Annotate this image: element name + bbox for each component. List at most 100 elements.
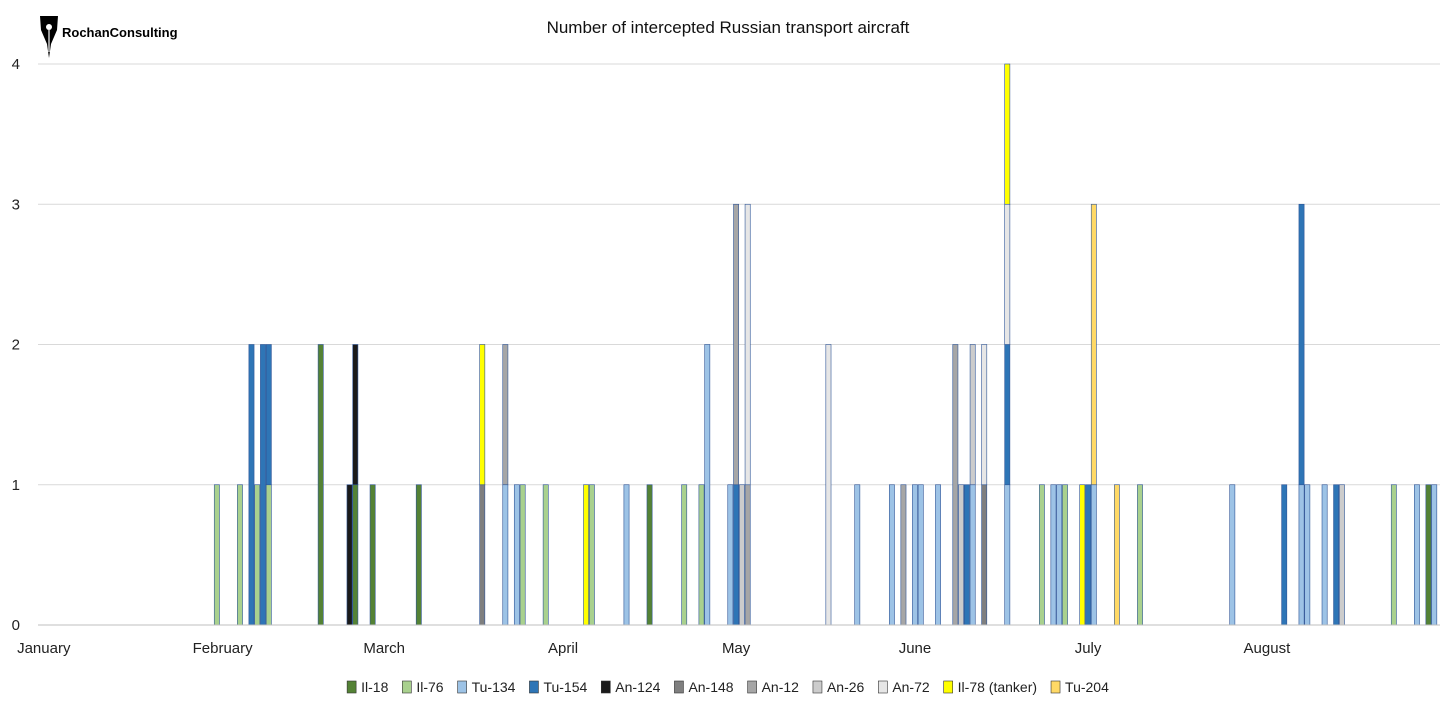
bar <box>704 344 711 626</box>
bar <box>502 484 509 626</box>
logo: RochanConsulting <box>40 16 178 58</box>
bar <box>1004 344 1011 486</box>
bar <box>352 344 359 486</box>
x-tick-label: May <box>722 640 751 657</box>
bar <box>935 484 941 626</box>
bar <box>237 484 243 626</box>
legend-swatch <box>943 680 953 694</box>
bar <box>1062 484 1068 626</box>
legend-label: Il-76 <box>416 679 443 695</box>
legend-label: An-124 <box>615 679 660 695</box>
x-tick-label: March <box>363 640 405 657</box>
bar <box>727 484 734 626</box>
bars <box>213 63 1438 626</box>
y-tick-label: 4 <box>12 56 20 73</box>
bar <box>542 484 549 626</box>
bar <box>981 344 988 486</box>
legend-label: Il-18 <box>361 679 388 695</box>
bar <box>254 484 261 626</box>
bar <box>513 484 520 626</box>
bar <box>1004 203 1011 345</box>
legend-label: An-26 <box>827 679 865 695</box>
bar <box>1114 484 1120 626</box>
legend-swatch <box>812 680 823 694</box>
bar <box>733 484 740 626</box>
bar <box>213 484 220 626</box>
y-axis: 0 1 2 3 4 <box>12 56 20 634</box>
bar <box>969 484 976 626</box>
bar <box>588 484 595 626</box>
bar <box>1321 484 1328 626</box>
x-axis: January February March April May June July Augu… <box>17 640 1291 657</box>
legend-label: Tu-204 <box>1065 679 1109 695</box>
bar <box>952 344 959 626</box>
bar <box>1281 484 1288 626</box>
legend-swatch <box>878 680 888 694</box>
bar <box>1090 484 1097 626</box>
y-tick-label: 0 <box>12 617 20 634</box>
legend-label: Tu-134 <box>472 679 516 695</box>
bar <box>1390 484 1397 626</box>
bar <box>1056 484 1063 626</box>
legend-label: An-148 <box>688 679 733 695</box>
bar <box>1079 484 1086 626</box>
legend-label: Il-78 (tanker) <box>958 679 1037 695</box>
bar <box>583 484 590 626</box>
bar <box>248 344 255 626</box>
bar <box>698 484 705 626</box>
bar <box>646 484 653 626</box>
legend: Il-18 Il-76 Tu-134 Tu-154 An-124 An-148 An-12 A… <box>346 679 1109 695</box>
legend-swatch <box>1050 680 1061 694</box>
legend-swatch <box>747 680 757 694</box>
bar <box>1229 484 1236 626</box>
bar <box>825 344 832 626</box>
legend-swatch <box>346 680 357 694</box>
bar <box>265 344 272 486</box>
bar <box>744 484 751 626</box>
bar <box>346 484 353 626</box>
bar <box>1004 63 1011 205</box>
legend-swatch <box>529 680 539 694</box>
bar <box>260 344 266 626</box>
y-tick-label: 2 <box>12 337 20 354</box>
bar <box>958 484 965 626</box>
bar <box>1431 484 1438 626</box>
legend-swatch <box>457 680 467 694</box>
bar <box>415 484 422 626</box>
bar <box>733 203 740 486</box>
bar <box>854 484 861 626</box>
bar <box>1298 484 1305 626</box>
legend-swatch <box>402 680 412 694</box>
bar <box>1333 484 1340 626</box>
logo-text: RochanConsulting <box>62 25 178 40</box>
x-tick-label: June <box>899 640 932 657</box>
bar <box>912 484 918 626</box>
bar <box>681 484 688 626</box>
bar <box>1425 484 1432 626</box>
x-tick-label: April <box>548 640 578 657</box>
bar <box>1004 484 1011 626</box>
pen-nib-logo-icon <box>40 16 58 58</box>
bar <box>519 484 526 626</box>
bar <box>969 344 976 486</box>
legend-label: Tu-154 <box>543 679 587 695</box>
bar <box>888 484 895 626</box>
bar <box>1050 484 1057 626</box>
legend-label: An-12 <box>762 679 800 695</box>
bar <box>1304 484 1311 626</box>
legend-swatch <box>674 680 684 694</box>
bar <box>744 203 751 486</box>
bar <box>917 484 924 626</box>
bar <box>265 484 272 626</box>
y-tick-label: 1 <box>12 477 20 494</box>
legend-swatch <box>600 680 611 694</box>
bar <box>981 484 988 626</box>
legend-label: An-72 <box>892 679 930 695</box>
bar <box>317 344 324 626</box>
bar <box>900 484 907 626</box>
bar <box>1339 484 1345 626</box>
x-tick-label: February <box>193 640 254 657</box>
bar <box>1137 484 1143 626</box>
bar <box>1039 484 1045 626</box>
